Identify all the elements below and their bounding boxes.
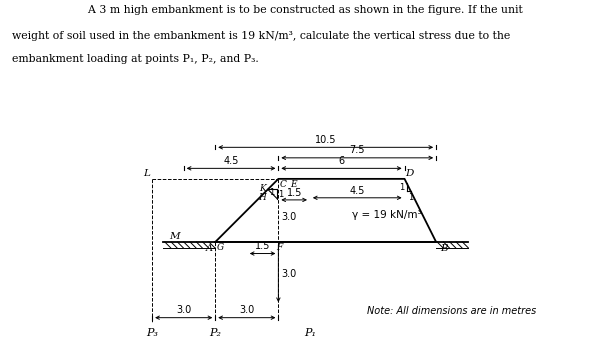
- Text: F: F: [277, 243, 283, 252]
- Text: 10.5: 10.5: [315, 135, 337, 145]
- Text: E: E: [290, 180, 297, 189]
- Text: M: M: [169, 232, 179, 241]
- Text: K: K: [259, 184, 266, 193]
- Text: P₃: P₃: [146, 328, 158, 338]
- Text: 4.5: 4.5: [349, 186, 365, 196]
- Text: 1.5: 1.5: [287, 188, 302, 198]
- Text: 3.0: 3.0: [176, 305, 191, 315]
- Text: A: A: [206, 244, 213, 253]
- Text: 1: 1: [408, 192, 413, 202]
- Text: A 3 m high embankment is to be constructed as shown in the figure. If the unit: A 3 m high embankment is to be construct…: [74, 5, 522, 15]
- Text: B: B: [440, 244, 448, 253]
- Text: 3.0: 3.0: [281, 269, 297, 278]
- Text: Note: All dimensions are in metres: Note: All dimensions are in metres: [367, 306, 536, 316]
- Text: P₁: P₁: [304, 328, 316, 338]
- Text: 1.5: 1.5: [255, 241, 271, 251]
- Polygon shape: [215, 179, 436, 242]
- Text: C: C: [280, 180, 287, 189]
- Text: embankment loading at points P₁, P₂, and P₃.: embankment loading at points P₁, P₂, and…: [12, 54, 259, 64]
- Text: γ = 19 kN/m³: γ = 19 kN/m³: [352, 210, 421, 220]
- Text: weight of soil used in the embankment is 19 kN/m³, calculate the vertical stress: weight of soil used in the embankment is…: [12, 31, 510, 40]
- Text: D: D: [406, 169, 414, 178]
- Text: 7.5: 7.5: [349, 145, 365, 155]
- Text: H: H: [258, 193, 266, 202]
- Text: 1: 1: [278, 190, 284, 199]
- Text: P₂: P₂: [209, 328, 221, 338]
- Text: 4.5: 4.5: [224, 156, 239, 166]
- Text: 1: 1: [399, 183, 404, 192]
- Text: 3.0: 3.0: [281, 212, 296, 222]
- Text: 1: 1: [269, 188, 274, 197]
- Text: 3.0: 3.0: [239, 305, 254, 315]
- Text: L: L: [143, 169, 150, 178]
- Text: G: G: [216, 243, 224, 252]
- Text: 6: 6: [339, 156, 344, 166]
